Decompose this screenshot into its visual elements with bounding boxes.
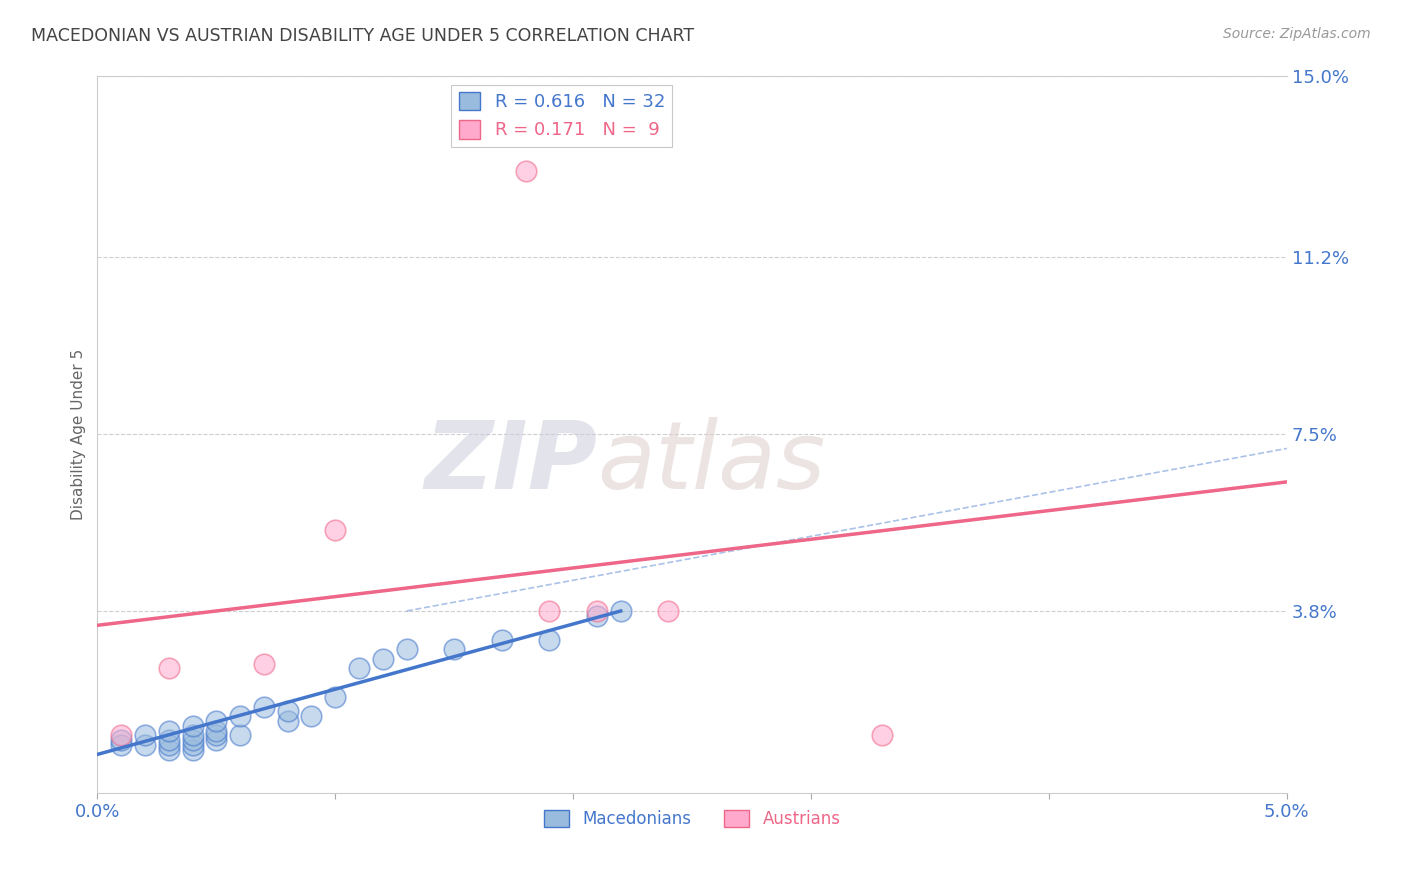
Point (586, 604, 609, 618)
Point (323, 523, 346, 537)
Text: MACEDONIAN VS AUSTRIAN DISABILITY AGE UNDER 5 CORRELATION CHART: MACEDONIAN VS AUSTRIAN DISABILITY AGE UN… (31, 27, 695, 45)
Point (538, 604, 561, 618)
Point (586, 608, 609, 623)
Point (205, 714, 228, 728)
Point (110, 728, 132, 742)
Point (157, 661, 180, 675)
Point (157, 733, 180, 747)
Point (181, 719, 204, 733)
Point (323, 690, 346, 704)
Point (253, 699, 276, 714)
Point (347, 661, 370, 675)
Point (181, 733, 204, 747)
Point (157, 723, 180, 738)
Point (253, 657, 276, 671)
Point (205, 733, 228, 747)
Text: ZIP: ZIP (425, 417, 598, 508)
Legend: Macedonians, Austrians: Macedonians, Austrians (537, 803, 848, 835)
Point (277, 714, 299, 728)
Point (134, 738, 156, 752)
Point (205, 728, 228, 742)
Point (181, 728, 204, 742)
Point (181, 738, 204, 752)
Point (515, 164, 537, 178)
Text: Source: ZipAtlas.com: Source: ZipAtlas.com (1223, 27, 1371, 41)
Point (229, 709, 252, 723)
Point (371, 652, 394, 666)
Point (110, 733, 132, 747)
Text: atlas: atlas (598, 417, 825, 508)
Point (443, 642, 465, 657)
Point (205, 723, 228, 738)
Point (301, 709, 323, 723)
Point (872, 728, 894, 742)
Point (395, 642, 418, 657)
Point (229, 728, 252, 742)
Point (657, 604, 679, 618)
Point (110, 738, 132, 752)
Point (181, 742, 204, 756)
Point (134, 728, 156, 742)
Point (157, 738, 180, 752)
Point (157, 742, 180, 756)
Y-axis label: Disability Age Under 5: Disability Age Under 5 (72, 349, 86, 520)
Point (538, 632, 561, 647)
Point (609, 604, 631, 618)
Point (491, 632, 513, 647)
Point (277, 705, 299, 719)
